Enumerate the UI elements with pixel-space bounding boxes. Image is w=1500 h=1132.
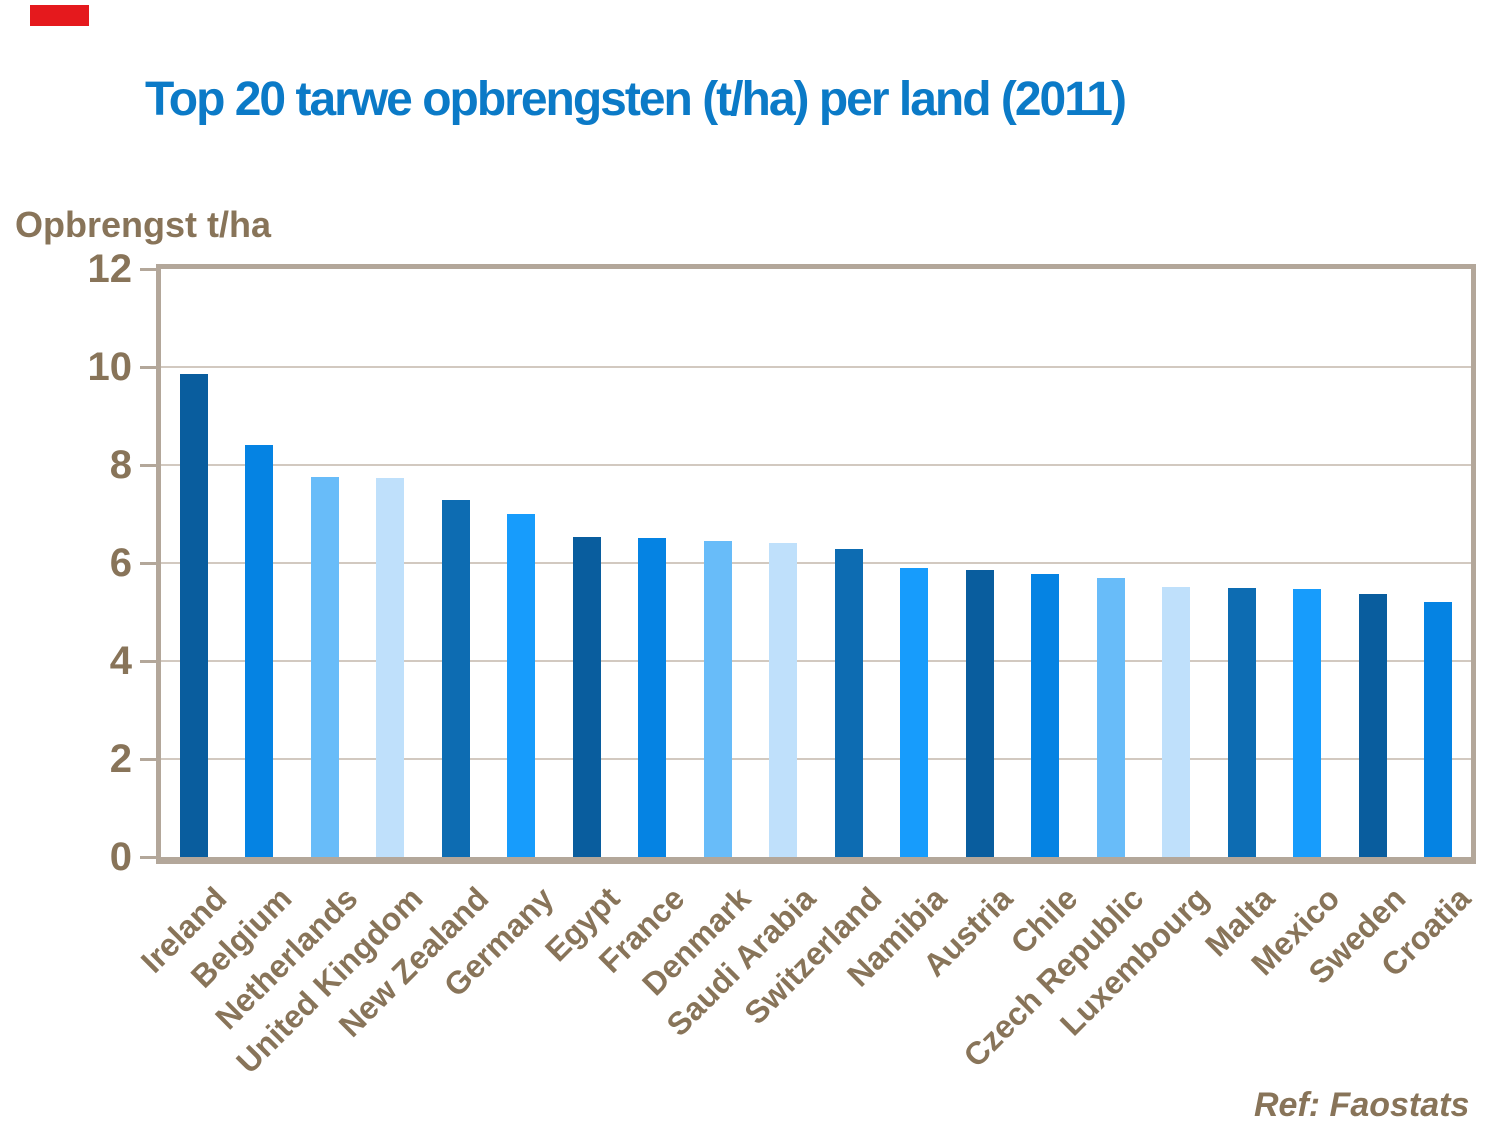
y-axis-tick-10 — [140, 365, 156, 369]
y-tick-label-6: 6 — [109, 541, 132, 585]
bar-malta — [1227, 588, 1256, 857]
bar-austria — [965, 570, 994, 857]
y-axis-tick-4 — [140, 659, 156, 663]
bar-mexico — [1293, 589, 1322, 857]
bar-czech-republic — [1096, 578, 1125, 857]
bar-belgium — [245, 445, 274, 857]
bar-new-zealand — [441, 500, 470, 857]
y-tick-label-0: 0 — [109, 835, 132, 879]
y-tick-label-8: 8 — [109, 443, 132, 487]
bar-saudi-arabia — [769, 543, 798, 857]
y-axis-tick-0 — [140, 855, 156, 859]
bar-switzerland — [834, 549, 863, 857]
red-marker — [30, 5, 89, 26]
chart-title: Top 20 tarwe opbrengsten (t/ha) per land… — [145, 73, 1127, 126]
bar-chile — [1031, 574, 1060, 857]
y-axis-tick-6 — [140, 561, 156, 565]
bar-sweden — [1358, 594, 1387, 857]
bar-germany — [507, 514, 536, 857]
y-axis-title: Opbrengst t/ha — [15, 204, 272, 245]
bar-namibia — [900, 568, 929, 857]
gridline-4 — [161, 660, 1471, 662]
gridline-8 — [161, 464, 1471, 466]
gridline-2 — [161, 758, 1471, 760]
y-tick-label-4: 4 — [109, 639, 132, 683]
bar-denmark — [703, 541, 732, 857]
y-axis-tick-2 — [140, 757, 156, 761]
gridline-6 — [161, 562, 1471, 564]
bar-croatia — [1424, 602, 1453, 857]
bar-luxembourg — [1162, 587, 1191, 857]
y-tick-label-10: 10 — [87, 345, 133, 389]
bar-france — [638, 538, 667, 857]
y-tick-label-12: 12 — [87, 247, 133, 291]
bar-ireland — [179, 374, 208, 857]
y-axis-tick-8 — [140, 463, 156, 467]
bar-united-kingdom — [376, 478, 405, 857]
y-tick-label-2: 2 — [109, 737, 132, 781]
bar-netherlands — [310, 477, 339, 857]
y-axis-tick-12 — [140, 267, 156, 271]
source-reference: Ref: Faostats — [1254, 1086, 1470, 1124]
bar-egypt — [572, 537, 601, 857]
gridline-10 — [161, 366, 1471, 368]
plot-area — [156, 264, 1476, 864]
